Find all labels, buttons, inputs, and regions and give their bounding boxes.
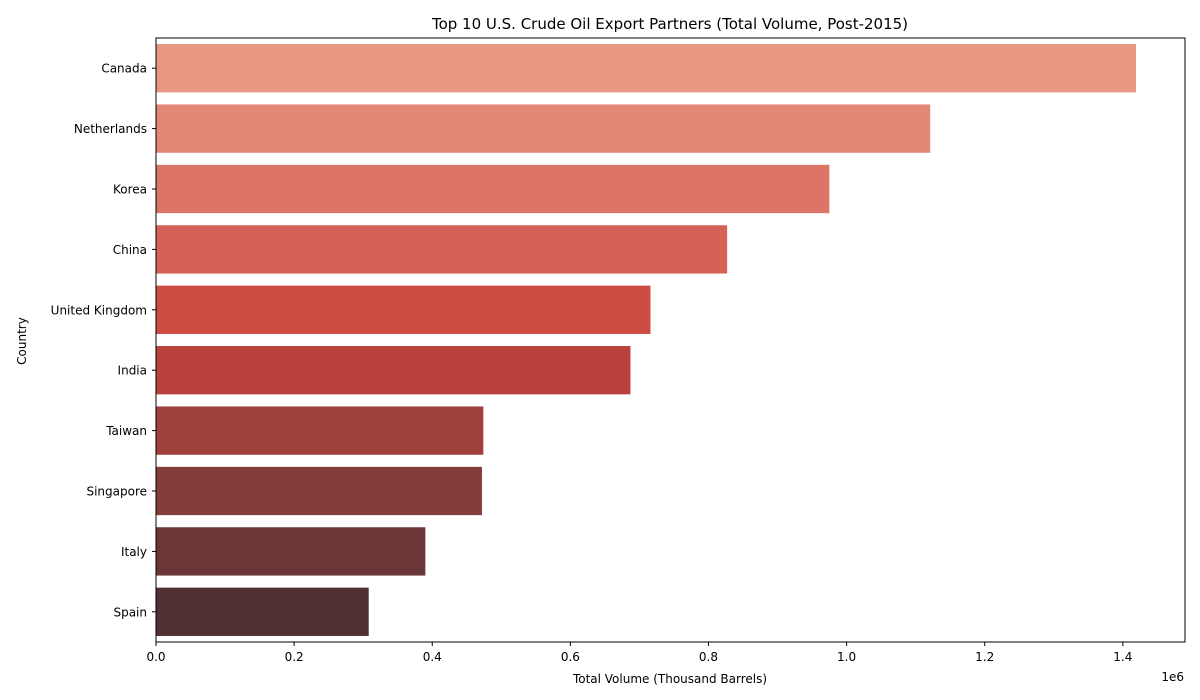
bar-india: [156, 346, 631, 395]
y-tick-label: Spain: [113, 605, 147, 619]
x-axis-label: Total Volume (Thousand Barrels): [572, 672, 767, 686]
y-tick-label: United Kingdom: [51, 303, 147, 317]
y-tick-label: Singapore: [86, 485, 147, 499]
chart-title: Top 10 U.S. Crude Oil Export Partners (T…: [431, 15, 908, 33]
x-tick-label: 0.8: [699, 650, 718, 664]
bars-group: [156, 44, 1136, 636]
y-tick-label: Netherlands: [74, 122, 147, 136]
bar-singapore: [156, 466, 482, 516]
x-tick-label: 1.0: [837, 650, 856, 664]
y-axis-label: Country: [15, 317, 29, 365]
bar-united-kingdom: [156, 285, 651, 334]
bar-korea: [156, 164, 830, 214]
x-tick-label: 0.0: [146, 650, 165, 664]
y-tick-label: Korea: [113, 183, 147, 197]
bar-china: [156, 225, 728, 274]
bar-spain: [156, 587, 369, 636]
x-axis-offset-label: 1e6: [1161, 670, 1184, 684]
y-axis-ticks: Canada Netherlands Korea China United Kingdo…: [51, 62, 156, 619]
x-tick-label: 0.6: [561, 650, 580, 664]
x-axis-ticks: 0.0 0.2 0.4 0.6 0.8 1.0 1.2 1.4: [146, 642, 1132, 664]
x-tick-label: 1.4: [1113, 650, 1132, 664]
x-tick-label: 0.4: [423, 650, 442, 664]
y-tick-label: Italy: [121, 545, 147, 559]
x-tick-label: 0.2: [285, 650, 304, 664]
y-tick-label: India: [118, 364, 147, 378]
bar-taiwan: [156, 406, 484, 455]
bar-netherlands: [156, 104, 931, 153]
bar-canada: [156, 44, 1136, 93]
y-tick-label: Taiwan: [105, 424, 147, 438]
plot-frame: [155, 37, 1186, 643]
y-tick-label: China: [113, 243, 147, 257]
x-tick-label: 1.2: [975, 650, 994, 664]
y-tick-label: Canada: [101, 62, 147, 76]
bar-italy: [156, 527, 426, 576]
